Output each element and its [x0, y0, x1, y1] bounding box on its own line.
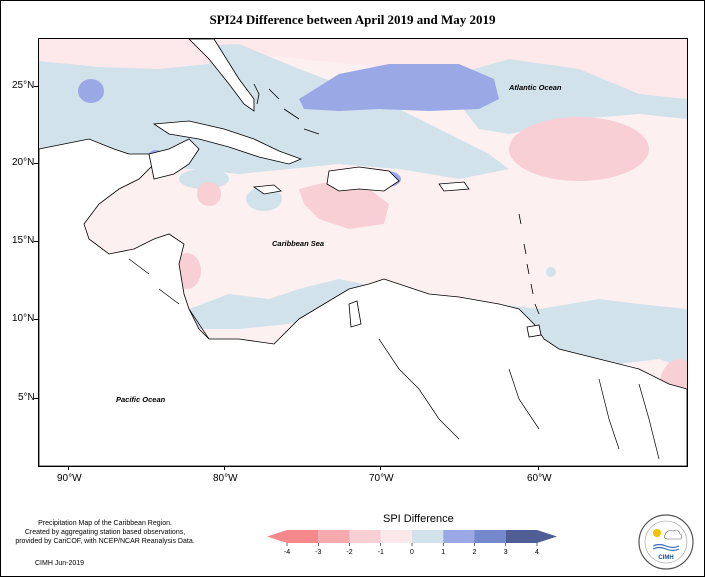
legend-tick-label: -3 — [315, 549, 321, 556]
cimh-logo: CIMH — [638, 514, 694, 570]
legend-swatch — [443, 530, 475, 543]
legend-swatch — [380, 530, 412, 543]
legend-colorbar: -4 -3 -2 -1 0 1 2 3 4 — [267, 530, 557, 556]
blue-blob-gulf — [78, 79, 104, 103]
blue-region-south — [189, 279, 687, 369]
lon-tick — [380, 466, 381, 470]
label-atlantic-ocean: Atlantic Ocean — [508, 83, 562, 92]
land-lesser-antilles — [518, 213, 540, 315]
pink-patch-caribbean-east — [299, 179, 389, 229]
lon-label-90w: 90°W — [57, 473, 82, 484]
blue-patch-jamaica — [179, 169, 229, 189]
pink-patch-west — [197, 182, 221, 206]
lat-tick — [34, 163, 38, 164]
legend-tick-label: -2 — [346, 549, 352, 556]
legend-tick-label: 3 — [504, 549, 508, 556]
map-title: SPI24 Difference between April 2019 and … — [209, 12, 496, 27]
pink-blob-atlantic — [509, 117, 649, 181]
legend-swatch — [474, 530, 506, 543]
land-trinidad — [526, 324, 542, 338]
pink-top-left — [39, 39, 219, 69]
legend-tick-labels: -4 -3 -2 -1 0 1 2 3 4 — [284, 543, 539, 556]
lat-tick — [34, 86, 38, 87]
lat-label-25n: 25°N — [12, 80, 35, 91]
land-jamaica — [252, 184, 282, 195]
legend-tick-label: -1 — [378, 549, 384, 556]
cloud-icon — [664, 529, 683, 540]
land-puerto-rico — [438, 181, 470, 192]
blue-patch-antilles — [546, 267, 556, 277]
label-caribbean-sea: Caribbean Sea — [272, 239, 324, 248]
legend-swatch — [318, 530, 350, 543]
sun-icon — [653, 529, 661, 537]
map-canvas: Atlantic Ocean Caribbean Sea Pacific Oce… — [39, 39, 687, 466]
land-mainland — [39, 138, 687, 466]
lat-tick — [34, 398, 38, 399]
lon-tick — [538, 466, 539, 470]
footer-description: Precipitation Map of the Caribbean Regio… — [5, 519, 205, 546]
blue-atlantic — [439, 59, 687, 134]
land-hispaniola — [326, 166, 400, 192]
footer-credit: CIMH Jun-2019 — [35, 560, 85, 567]
lat-tick — [34, 319, 38, 320]
lon-label-60w: 60°W — [527, 473, 552, 484]
lon-label-70w: 70°W — [369, 473, 394, 484]
legend-swatch — [267, 530, 319, 543]
footer-line-2: Created by aggregating station based obs… — [24, 529, 186, 536]
land-cuba — [152, 120, 303, 165]
footer-line-1: Precipitation Map of the Caribbean Regio… — [38, 520, 172, 527]
legend-tick-label: 1 — [441, 549, 445, 556]
legend-tick-label: 4 — [535, 549, 539, 556]
logo-ring — [638, 514, 694, 570]
map-panel: Atlantic Ocean Caribbean Sea Pacific Oce… — [38, 38, 688, 467]
legend-tick-label: 2 — [473, 549, 477, 556]
land-florida — [188, 39, 255, 112]
logo-text: CIMH — [658, 555, 673, 561]
lake-maracaibo — [348, 300, 362, 328]
legend-swatch — [412, 530, 444, 543]
land-yucatan — [148, 138, 200, 180]
logo-inner-ring — [644, 520, 688, 564]
legend-tick-label: -4 — [284, 549, 290, 556]
footer-line-3: provided by CariCOF, with NCEP/NCAR Rean… — [15, 538, 195, 545]
blue-blob-bahamas — [299, 64, 499, 111]
legend-tick-label: 0 — [410, 549, 414, 556]
lon-label-80w: 80°W — [213, 473, 238, 484]
lat-label-20n: 20°N — [12, 157, 35, 168]
label-pacific-ocean: Pacific Ocean — [116, 395, 166, 404]
legend-swatches — [267, 530, 557, 543]
blue-patch-caymans — [246, 187, 282, 211]
legend-title: SPI Difference — [383, 513, 454, 525]
country-borders — [128, 258, 660, 460]
lat-label-5n: 5°N — [18, 392, 35, 403]
lon-tick — [224, 466, 225, 470]
legend-swatch — [349, 530, 381, 543]
lat-label-15n: 15°N — [12, 235, 35, 246]
legend-swatch — [505, 530, 557, 543]
wave-icon — [652, 546, 680, 552]
lat-tick — [34, 241, 38, 242]
land-bahamas — [253, 83, 320, 135]
lat-label-10n: 10°N — [12, 313, 35, 324]
blue-region-north — [39, 44, 509, 184]
lon-tick — [68, 466, 69, 470]
wave-icon — [652, 543, 680, 549]
